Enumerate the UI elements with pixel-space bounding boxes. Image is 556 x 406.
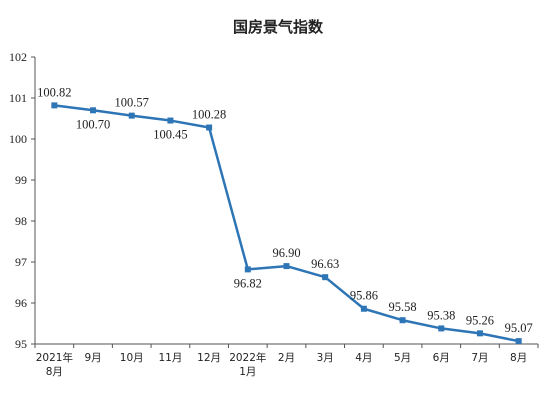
- data-point: [438, 325, 445, 332]
- data-label: 95.86: [350, 289, 378, 303]
- data-label: 100.82: [37, 85, 71, 99]
- data-point: [399, 317, 406, 324]
- x-tick-label: 2021年: [36, 351, 73, 364]
- y-tick-label: 97: [15, 255, 27, 269]
- data-label: 100.28: [192, 108, 226, 122]
- x-tick-label: 5月: [394, 352, 411, 364]
- chart-title: 国房景气指数: [232, 18, 323, 36]
- data-label: 96.90: [272, 246, 300, 260]
- y-tick-label: 96: [15, 296, 27, 310]
- x-tick-label: 8月: [46, 366, 63, 378]
- data-label: 96.82: [234, 276, 262, 290]
- y-tick-label: 99: [15, 173, 27, 187]
- data-label: 96.63: [311, 257, 339, 271]
- data-label: 95.26: [466, 313, 494, 327]
- data-point: [51, 102, 58, 109]
- data-label: 95.07: [505, 321, 533, 335]
- data-label: 100.70: [76, 117, 110, 131]
- x-tick-label: 4月: [355, 352, 372, 364]
- y-tick-label: 100: [9, 132, 27, 146]
- data-point: [90, 107, 97, 114]
- data-label: 95.58: [389, 300, 417, 314]
- y-tick-label: 98: [15, 214, 27, 228]
- data-point: [322, 274, 329, 281]
- x-tick-label: 9月: [84, 352, 101, 364]
- x-tick-label: 2022年: [229, 351, 266, 364]
- x-tick-label: 10月: [120, 352, 144, 364]
- x-tick-label: 2月: [278, 352, 295, 364]
- data-point: [515, 338, 522, 345]
- x-tick-label: 7月: [471, 352, 488, 364]
- data-point: [244, 266, 251, 273]
- data-label: 95.38: [427, 308, 455, 322]
- x-tick-label: 8月: [510, 352, 527, 364]
- y-tick-label: 95: [15, 337, 27, 351]
- x-tick-label: 11月: [158, 352, 182, 364]
- data-point: [283, 263, 290, 270]
- data-label: 100.45: [153, 128, 187, 142]
- x-tick-label: 3月: [317, 352, 334, 364]
- y-tick-label: 101: [9, 91, 27, 105]
- data-point: [167, 117, 174, 124]
- data-point: [476, 330, 483, 337]
- data-label: 100.57: [115, 96, 149, 110]
- y-tick-label: 102: [9, 50, 27, 64]
- x-tick-label: 1月: [239, 366, 256, 378]
- x-tick-label: 6月: [433, 352, 450, 364]
- x-tick-label: 12月: [197, 352, 221, 364]
- data-point: [360, 305, 367, 312]
- data-point: [128, 112, 135, 119]
- data-point: [206, 124, 213, 131]
- series-line: [54, 104, 519, 343]
